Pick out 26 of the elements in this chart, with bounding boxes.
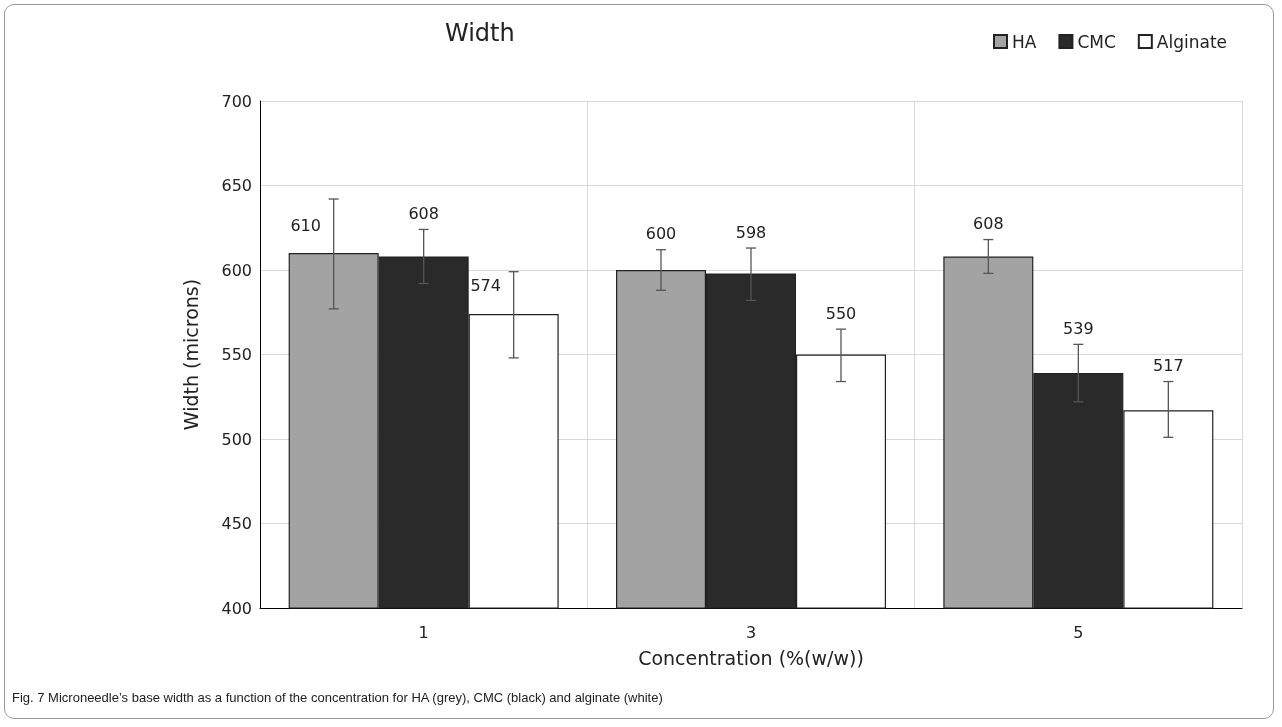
data-label: 598 (735, 222, 767, 242)
x-tick-label: 3 (745, 622, 757, 642)
data-label: 550 (825, 303, 857, 323)
y-tick-label: 600 (221, 260, 252, 280)
data-label: 608 (408, 203, 439, 223)
y-axis-title: Width (microns) (179, 278, 202, 431)
x-axis-title: Concentration (%(w/w)) (638, 646, 864, 669)
y-tick-label: 500 (221, 429, 252, 449)
x-tick-label: 5 (1073, 622, 1084, 642)
y-tick-label: 650 (221, 176, 252, 195)
legend-label: Alginate (1156, 31, 1227, 52)
data-label: 539 (1063, 318, 1094, 338)
y-tick-label: 400 (221, 598, 252, 618)
legend-label: CMC (1077, 31, 1116, 52)
y-tick-label: 700 (221, 91, 252, 111)
data-label: 610 (290, 215, 321, 235)
data-label: 608 (973, 214, 1004, 234)
chart-title: Width (445, 19, 515, 47)
x-tick-label: 1 (418, 622, 429, 642)
data-label: 517 (1153, 356, 1184, 376)
y-tick-label: 550 (221, 345, 252, 364)
data-label: 574 (470, 276, 501, 296)
legend-label: HA (1012, 31, 1037, 52)
y-tick-label: 450 (221, 514, 252, 533)
data-label: 600 (645, 224, 677, 244)
caption: Fig. 7 Microneedle’s base width as a function of the concentration for HA (grey), CMC (black) and alginate (white) (12, 690, 663, 705)
